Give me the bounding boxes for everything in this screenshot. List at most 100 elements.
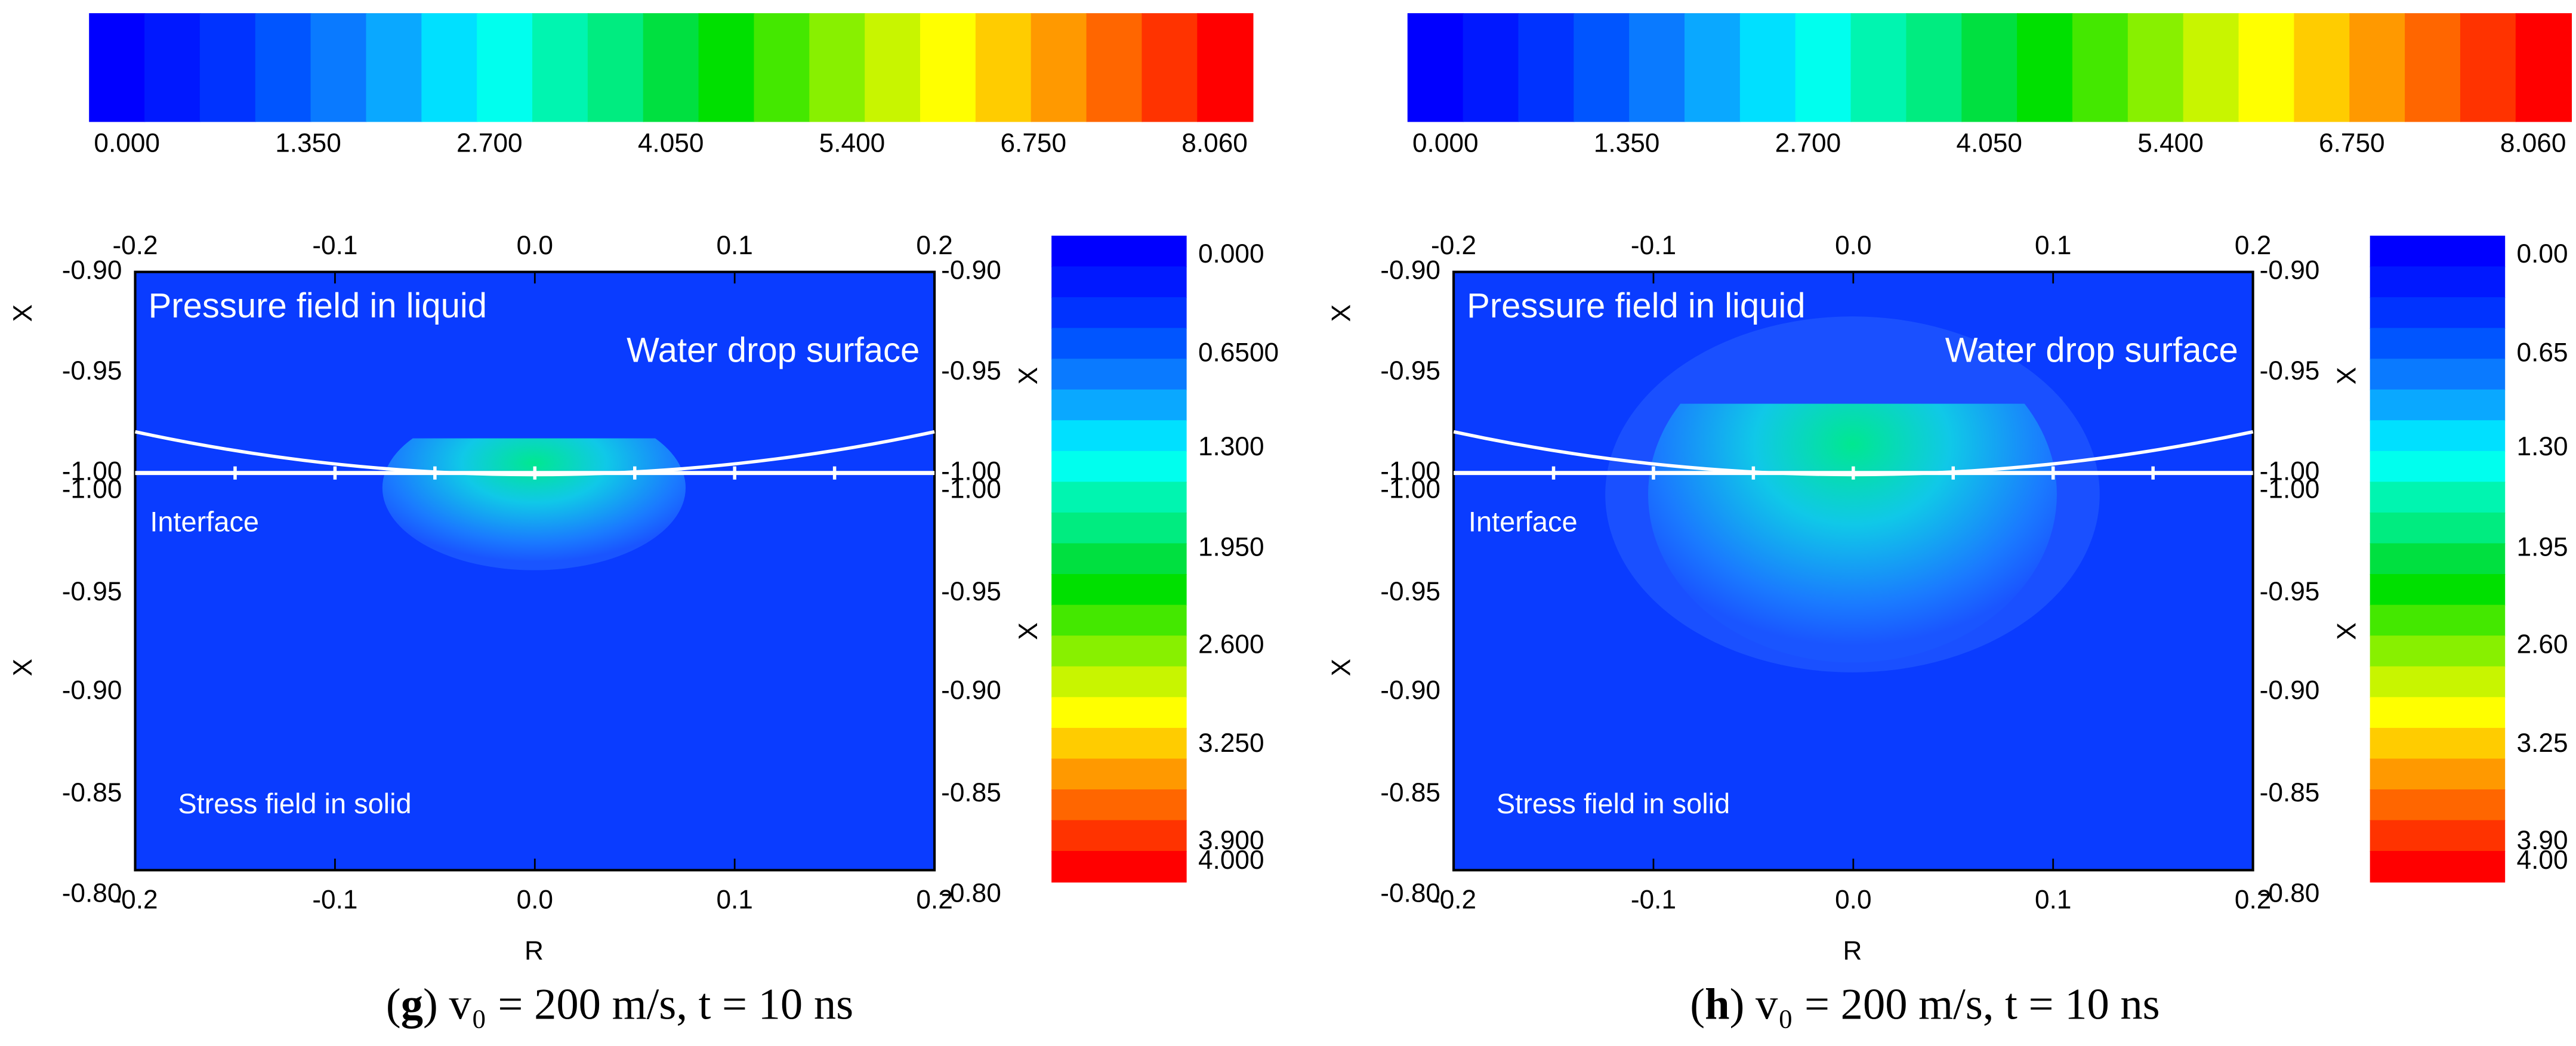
colorbar-segment xyxy=(2405,13,2461,122)
colorbar-segment xyxy=(1051,820,1187,852)
colorbar-segment xyxy=(643,13,699,122)
colorbar-tick-label: 0.000 xyxy=(1412,129,1479,158)
colorbar-segment xyxy=(2370,789,2506,821)
colorbar-tick-label: 0.000 xyxy=(1198,239,1264,269)
colorbar-segment xyxy=(2370,512,2506,544)
axis-label: X xyxy=(1327,659,1356,676)
colorbar-segment xyxy=(477,13,533,122)
colorbar-segment xyxy=(2183,13,2239,122)
left-tick-label: -0.80 xyxy=(1380,878,1440,908)
colorbar-tick-label: 3.25 xyxy=(2517,729,2568,758)
colorbar-segment xyxy=(2370,758,2506,791)
bottom-tick-label: 0.0 xyxy=(1835,885,1871,914)
colorbar-segment xyxy=(1051,851,1187,883)
left-tick-label: -0.90 xyxy=(62,676,122,705)
colorbar-segment xyxy=(421,13,478,122)
colorbar-tick-label: 0.65 xyxy=(2517,338,2568,367)
colorbar-segment xyxy=(1051,635,1187,668)
colorbar-segment xyxy=(2370,574,2506,606)
colorbar-segment xyxy=(2370,297,2506,329)
colorbar-segment xyxy=(1142,13,1198,122)
colorbar-segment xyxy=(2349,13,2406,122)
axis-label: X xyxy=(2332,622,2361,640)
left-tick-label: -1.00 xyxy=(1380,456,1440,486)
colorbar-segment xyxy=(2370,389,2506,421)
axis-label: X xyxy=(1014,622,1043,640)
colorbar-segment xyxy=(1574,13,1630,122)
colorbar-segment xyxy=(920,13,977,122)
left-tick-label: -1.00 xyxy=(62,456,122,486)
top-tick-label: 0.2 xyxy=(916,231,952,260)
annotation: Pressure field in liquid xyxy=(149,286,487,325)
colorbar-segment xyxy=(1051,574,1187,606)
top-tick-label: -0.2 xyxy=(1431,231,1476,260)
colorbar-segment xyxy=(2515,13,2572,122)
colorbar-segment xyxy=(2370,451,2506,483)
annotation: Water drop surface xyxy=(627,331,920,369)
colorbar-segment xyxy=(1051,697,1187,729)
caption-part: g xyxy=(401,980,423,1029)
right-tick-label: -0.80 xyxy=(941,878,1001,908)
right-tick-label: -0.80 xyxy=(2260,878,2320,908)
top-tick-label: -0.1 xyxy=(312,231,357,260)
colorbar-tick-label: 1.300 xyxy=(1198,432,1264,461)
top-tick-label: 0.2 xyxy=(2235,231,2271,260)
right-tick-label: -0.90 xyxy=(2260,255,2320,285)
left-tick-label: -0.95 xyxy=(62,577,122,606)
colorbar-tick-label: 5.400 xyxy=(2137,129,2204,158)
colorbar-segment xyxy=(865,13,921,122)
colorbar-segment xyxy=(1051,297,1187,329)
bottom-tick-label: -0.2 xyxy=(112,885,158,914)
colorbar-tick-label: 6.750 xyxy=(2319,129,2385,158)
right-tick-label: -1.00 xyxy=(941,456,1001,486)
top-tick-label: 0.1 xyxy=(716,231,752,260)
right-tick-label: -0.90 xyxy=(941,676,1001,705)
right-tick-label: -0.85 xyxy=(2260,778,2320,807)
caption-part: ( xyxy=(386,980,401,1029)
right-tick-label: -0.90 xyxy=(2260,676,2320,705)
colorbar-segment xyxy=(1051,666,1187,698)
left-tick-label: -0.80 xyxy=(62,878,122,908)
colorbar-tick-label: 2.600 xyxy=(1198,630,1264,659)
axis-label: X xyxy=(8,304,38,322)
colorbar-tick-label: 1.350 xyxy=(275,129,341,158)
colorbar-segment xyxy=(1051,482,1187,514)
colorbar-segment xyxy=(366,13,422,122)
right-tick-label: -1.00 xyxy=(2260,456,2320,486)
colorbar-tick-label: 4.000 xyxy=(1198,846,1264,875)
colorbar-segment xyxy=(754,13,810,122)
left-tick-label: -1.00 xyxy=(1380,475,1440,504)
axis-label: X xyxy=(1327,304,1356,322)
colorbar-segment xyxy=(698,13,755,122)
colorbar-tick-label: 8.060 xyxy=(1181,129,1248,158)
left-tick-label: -0.95 xyxy=(62,356,122,385)
colorbar-segment xyxy=(2238,13,2295,122)
colorbar-tick-label: 4.050 xyxy=(638,129,704,158)
caption-part: ) v₀ = 200 m/s, t = 10 ns xyxy=(423,980,853,1029)
right-tick-label: -0.95 xyxy=(2260,577,2320,606)
colorbar-segment xyxy=(2460,13,2517,122)
colorbar-segment xyxy=(2370,482,2506,514)
top-tick-label: -0.1 xyxy=(1631,231,1676,260)
colorbar-tick-label: 2.700 xyxy=(456,129,523,158)
axis-label: R xyxy=(525,936,544,965)
right-tick-label: -1.00 xyxy=(941,475,1001,504)
colorbar-tick-label: 2.60 xyxy=(2517,630,2568,659)
right-tick-label: -0.95 xyxy=(941,356,1001,385)
bottom-tick-label: -0.2 xyxy=(1431,885,1476,914)
top-tick-label: 0.0 xyxy=(1835,231,1871,260)
colorbar-tick-label: 3.90 xyxy=(2517,826,2568,855)
colorbar-segment xyxy=(2370,604,2506,637)
colorbar-tick-label: 1.950 xyxy=(1198,532,1264,561)
colorbar-segment xyxy=(2370,820,2506,852)
colorbar-segment xyxy=(2294,13,2350,122)
right-tick-label: -0.95 xyxy=(941,577,1001,606)
colorbar-segment xyxy=(2370,697,2506,729)
colorbar-tick-label: 1.95 xyxy=(2517,532,2568,561)
axis-label: X xyxy=(2332,367,2361,384)
colorbar-segment xyxy=(1051,543,1187,575)
bottom-tick-label: 0.1 xyxy=(2035,885,2071,914)
colorbar-tick-label: 0.00 xyxy=(2517,239,2568,269)
colorbar-segment xyxy=(975,13,1032,122)
colorbar-segment xyxy=(1051,451,1187,483)
